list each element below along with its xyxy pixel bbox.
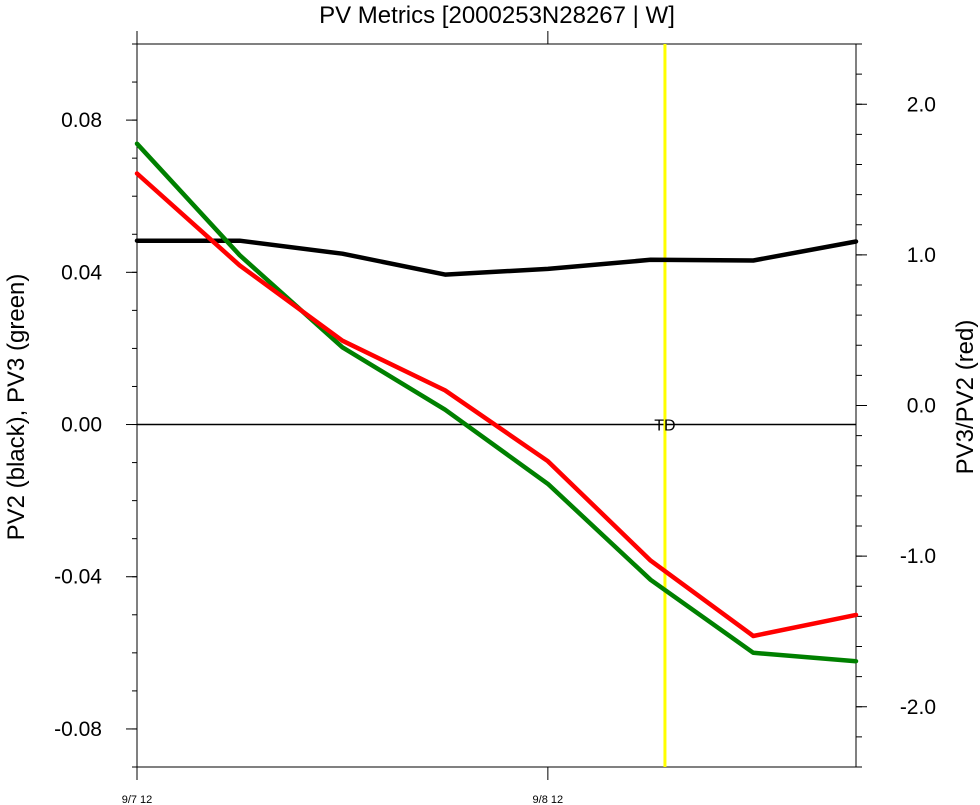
x-tick-label: 9/8 12	[533, 794, 564, 805]
y-left-tick-label: 0.04	[61, 261, 102, 284]
y-left-tick-label: 0.00	[61, 414, 102, 437]
marker-label: TD	[654, 418, 675, 435]
y-left-tick-label: 0.08	[61, 109, 102, 132]
x-tick-label: 9/7 12	[122, 794, 153, 805]
plot-border	[136, 43, 857, 768]
y-right-tick-label: 0.0	[907, 395, 936, 418]
series-line-pv3-pv2	[134, 171, 859, 639]
chart-title: PV Metrics [2000253N28267 | W]	[319, 2, 675, 29]
y-right-tick-label: -1.0	[900, 545, 936, 568]
series-line-pv2	[134, 238, 859, 277]
y-left-tick-label: -0.08	[54, 718, 102, 741]
y-right-tick-label: -2.0	[900, 696, 936, 719]
y-right-tick-label: 2.0	[907, 93, 936, 116]
y-right-tick-label: 1.0	[907, 244, 936, 267]
plot-area: 0.08 0.04 0.00 -0.04 -0.08 2.0 1.0 0.0 -1.0 -2.0 9…	[54, 31, 936, 805]
y-axis-left-title: PV2 (black), PV3 (green)	[3, 274, 30, 541]
y-left-tick-label: -0.04	[54, 566, 102, 589]
series-line-pv3	[134, 141, 859, 664]
y-axis-right-title: PV3/PV2 (red)	[952, 320, 979, 475]
